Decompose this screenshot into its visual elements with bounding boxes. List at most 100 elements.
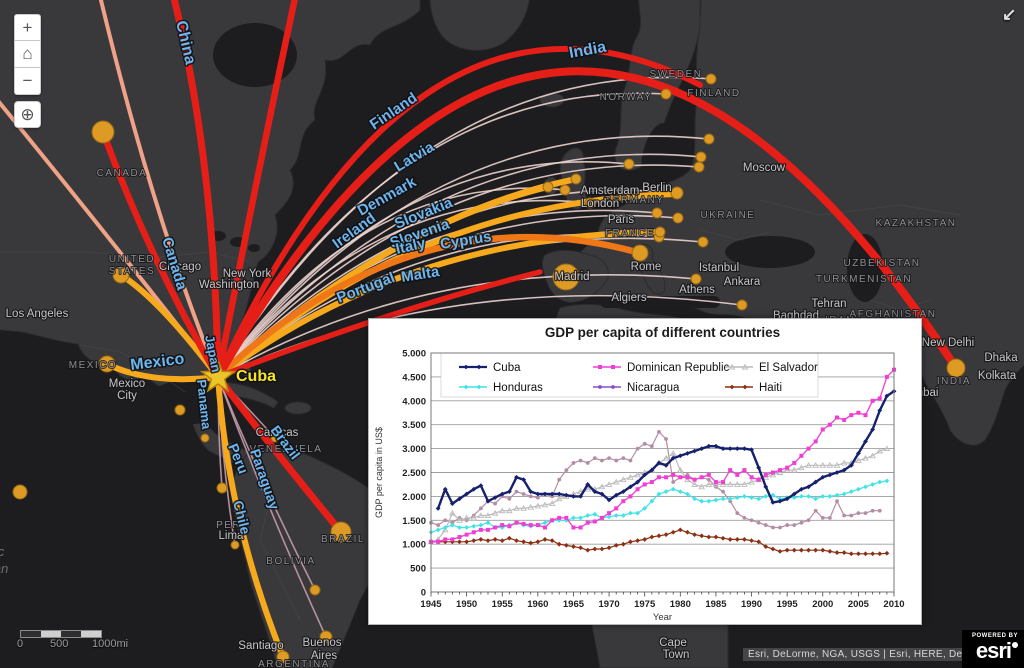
chart-text: 2.000 [402,492,426,503]
region-label: ARGENTINA [258,659,330,668]
scale-bar-segments [20,630,102,638]
city-label: Aires [311,650,337,662]
destination-dot [690,273,702,285]
city-label: Paris [608,214,634,226]
region-label: AFGHANISTAN [850,309,937,320]
ocean-label: Pacific [0,544,5,559]
destination-dot [542,181,554,193]
destination-dot [736,299,748,311]
esri-brand-label: esri [975,638,1012,663]
destination-dot [230,540,240,550]
zoom-control-stack: + ⌂ − ⊕ [14,14,41,130]
chart-text: 500 [410,564,426,575]
chart-text: Year [653,612,672,623]
chart-text: GDP per capita in US$ [374,427,384,518]
region-label: NORWAY [600,92,653,103]
destination-dot [98,355,116,373]
flow-line-canada [99,128,222,381]
destination-dot [651,207,663,219]
chart-text: GDP per capita of different countries [545,325,780,340]
series-markers-haiti [428,527,890,557]
destination-dot [112,266,130,284]
region-label: FRANCE [605,228,655,239]
legend-label-honduras: Honduras [493,382,543,394]
destination-dot [623,158,635,170]
city-label: Town [663,649,690,661]
legend-label-nicaragua: Nicaragua [627,382,680,394]
flow-line-europe-y4 [215,229,663,380]
city-label: Chicago [159,261,201,273]
chart-text: 5.000 [402,349,426,360]
chart-text: 1965 [563,599,585,610]
destination-dot [946,358,966,378]
city-label: Washington [199,279,259,291]
chart-text: 1955 [492,599,514,610]
chart-text: 1990 [741,599,762,610]
legend-label-cuba: Cuba [493,362,521,374]
flow-line-finland [215,45,703,380]
region-label: VENEZUELA [250,444,323,455]
home-button[interactable]: ⌂ [14,41,41,68]
flow-line-india [214,67,960,381]
destination-dot [91,120,115,144]
chart-text: 2000 [812,599,833,610]
legend-label-el-salvador: El Salvador [759,362,818,374]
flow-line-europe-6 [217,160,630,378]
city-label: Madrid [554,271,589,283]
chart-text: 1985 [705,599,727,610]
flow-line-usa-2 [98,0,220,379]
gdp-chart-canvas: GDP per capita of different countries 0 50… [374,325,905,623]
destination-dot [200,433,210,443]
flow-line-japan [214,0,298,381]
city-label: Santiago [238,640,283,652]
flow-line-south-america-4 [217,376,316,591]
region-label: GERMANY [603,195,664,206]
chart-legend-box [440,352,819,398]
city-label: London [581,198,619,210]
scale-bar: 0 500 1000mi [17,630,150,650]
locate-button[interactable]: ⊕ [14,101,41,128]
city-label: Rome [631,261,662,273]
chart-text: 1960 [527,599,548,610]
chart-text: 4.000 [402,396,426,407]
city-label: Kolkata [978,370,1017,382]
flow-line-europe-2 [217,92,667,378]
chart-text: 1980 [670,599,691,610]
flow-line-south-america-5 [217,376,327,638]
destination-dot [319,630,333,644]
destination-dot [216,482,228,494]
zoom-out-button[interactable]: − [14,68,41,95]
chart-text: 2010 [883,599,904,610]
chart-text: 0 [421,588,426,599]
chart-text: 1970 [599,599,620,610]
powered-by-label: POWERED BY [971,633,1018,639]
destination-dot [695,151,707,163]
flow-line-italy-rome [214,233,644,381]
scale-label-1000mi: 1000mi [92,638,129,650]
collapse-arrow-icon[interactable]: ↙ [996,4,1018,26]
city-label: Berlin [642,182,671,194]
destination-dot [631,244,649,262]
city-label: Tehran [811,298,846,310]
city-label: Buenos [302,637,341,649]
destination-dot [270,433,280,443]
city-label: Cape [659,637,687,649]
series-markers-dominican-republic [429,367,896,544]
city-label: Moscow [743,162,786,174]
zoom-in-button[interactable]: + [14,14,41,41]
esri-logo: POWERED BY esri [962,630,1024,668]
destination-dot [654,226,666,238]
legend-label-dominican-republic: Dominican Republic [627,362,730,374]
flow-line-mexico [104,361,221,383]
inland-water [145,23,883,424]
chart-text: 2.500 [402,468,426,479]
city-label: Mexico [109,378,145,390]
region-label: KAZAKHSTAN [876,218,957,229]
city-label: New York [223,268,272,280]
cuba-label: Cuba [236,368,276,385]
chart-text: 1975 [634,599,656,610]
flow-country-label: Panama [194,379,214,431]
series-line-nicaragua [430,431,880,529]
destination-dot [584,197,596,209]
